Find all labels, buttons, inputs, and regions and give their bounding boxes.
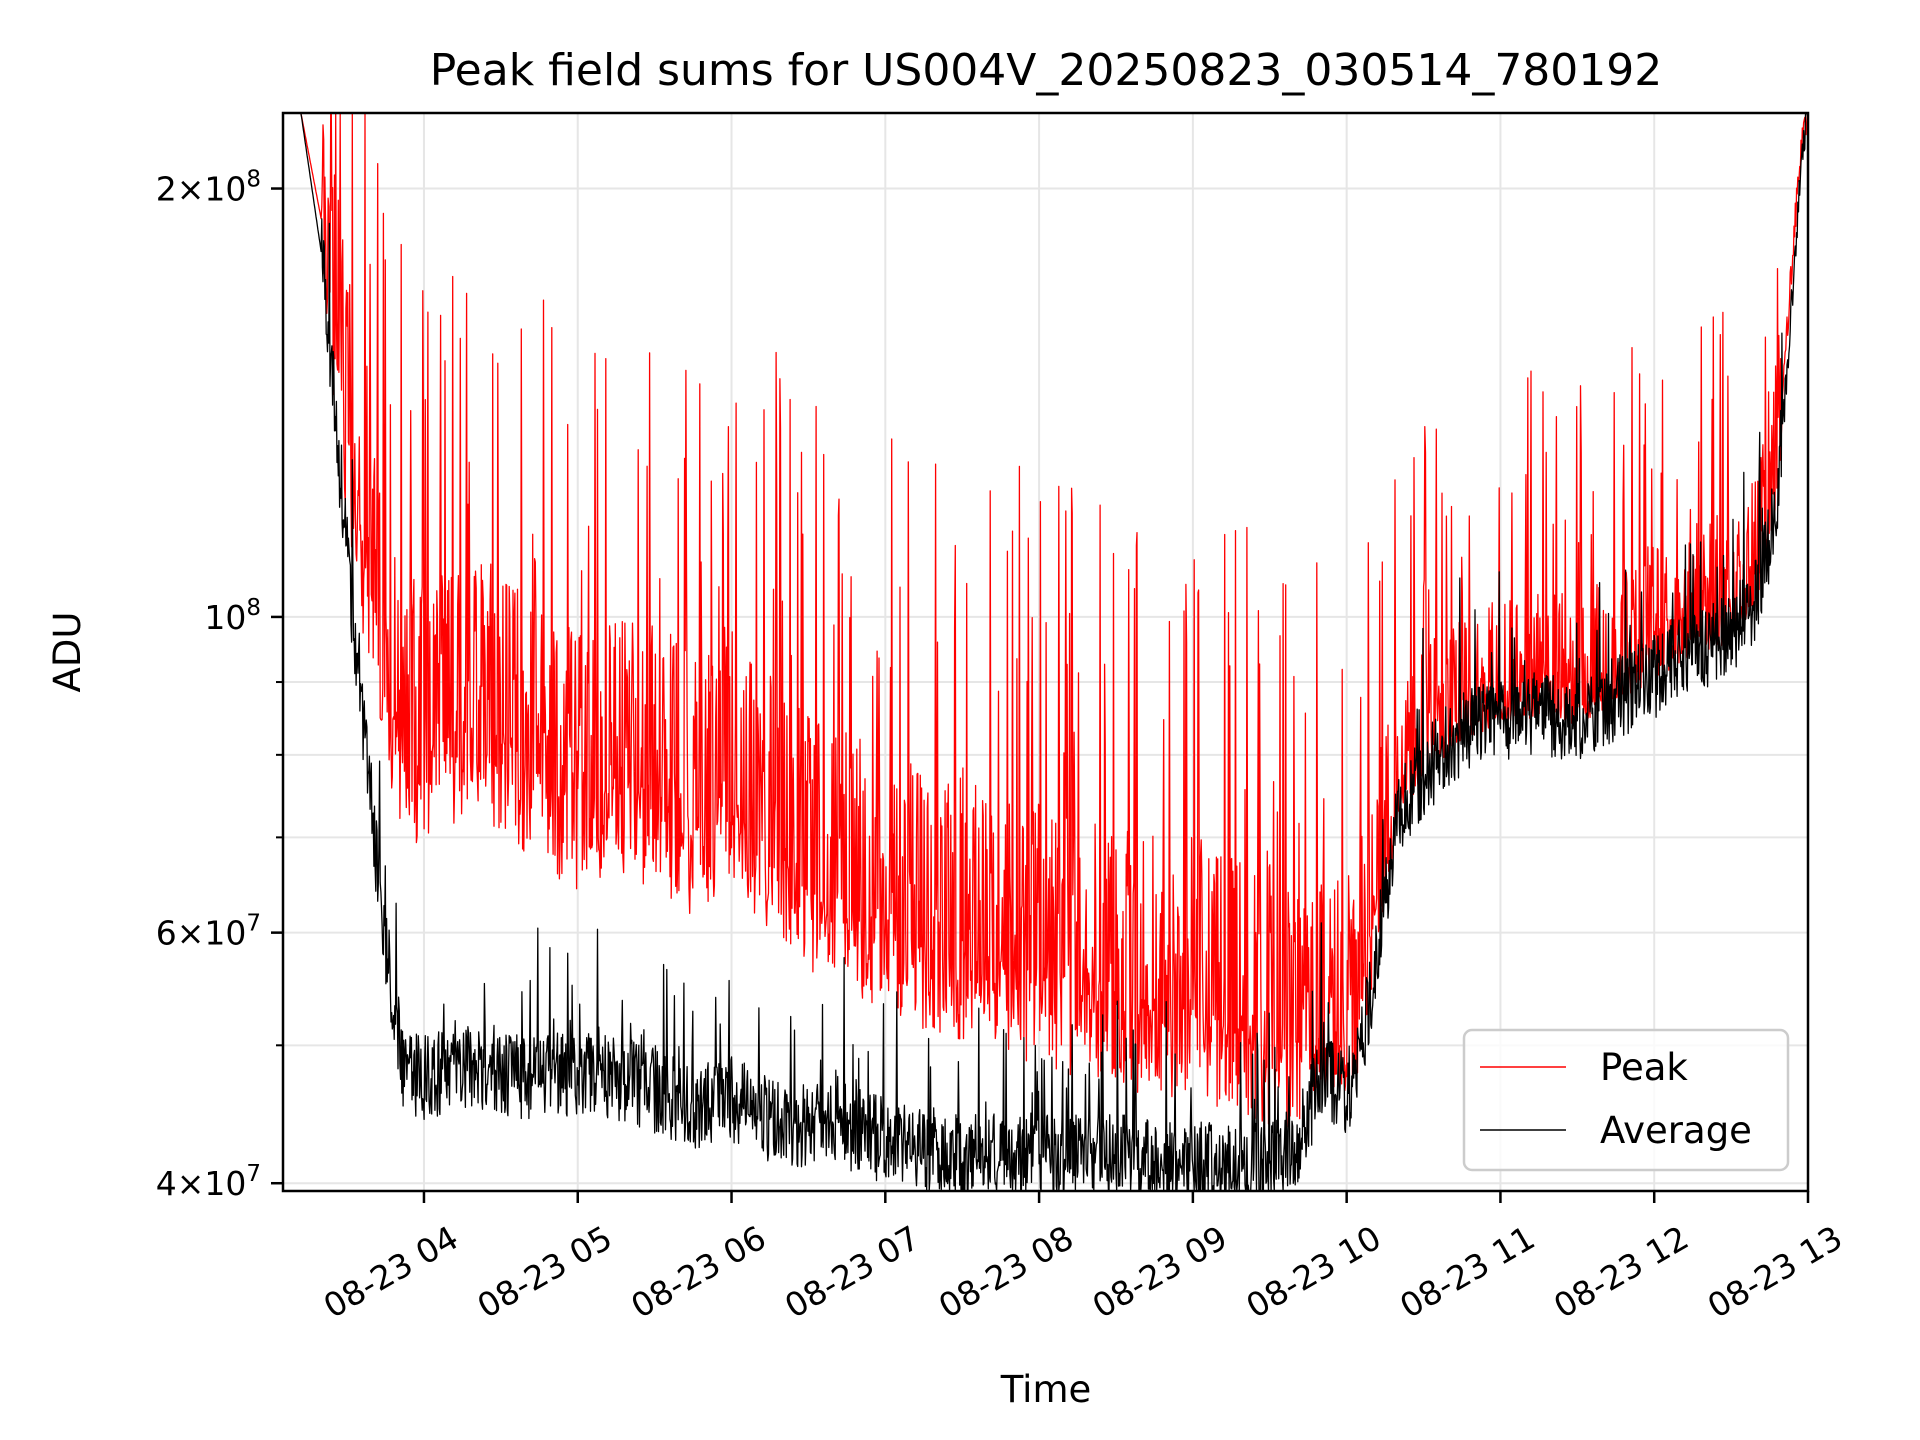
plot-series — [282, 112, 1809, 1192]
legend-label-peak: Peak — [1600, 1046, 1688, 1089]
y-tick-label: 6×107 — [156, 911, 261, 953]
y-tick-label: 108 — [204, 595, 261, 637]
series-line-average — [282, 112, 1809, 1192]
x-axis-label: Time — [1000, 1368, 1092, 1411]
chart-title: Peak field sums for US004V_20250823_0305… — [430, 45, 1663, 96]
plot-frame — [281, 111, 1810, 1193]
y-tick-label: 2×108 — [156, 167, 261, 209]
legend-box — [1462, 1028, 1790, 1172]
legend: Peak Average — [1462, 1028, 1790, 1172]
y-axis: 4×107 6×107 108 2×108 — [156, 167, 283, 1203]
legend-label-average: Average — [1600, 1109, 1752, 1152]
y-tick-label: 4×107 — [156, 1161, 261, 1203]
y-axis-label: ADU — [46, 612, 89, 693]
